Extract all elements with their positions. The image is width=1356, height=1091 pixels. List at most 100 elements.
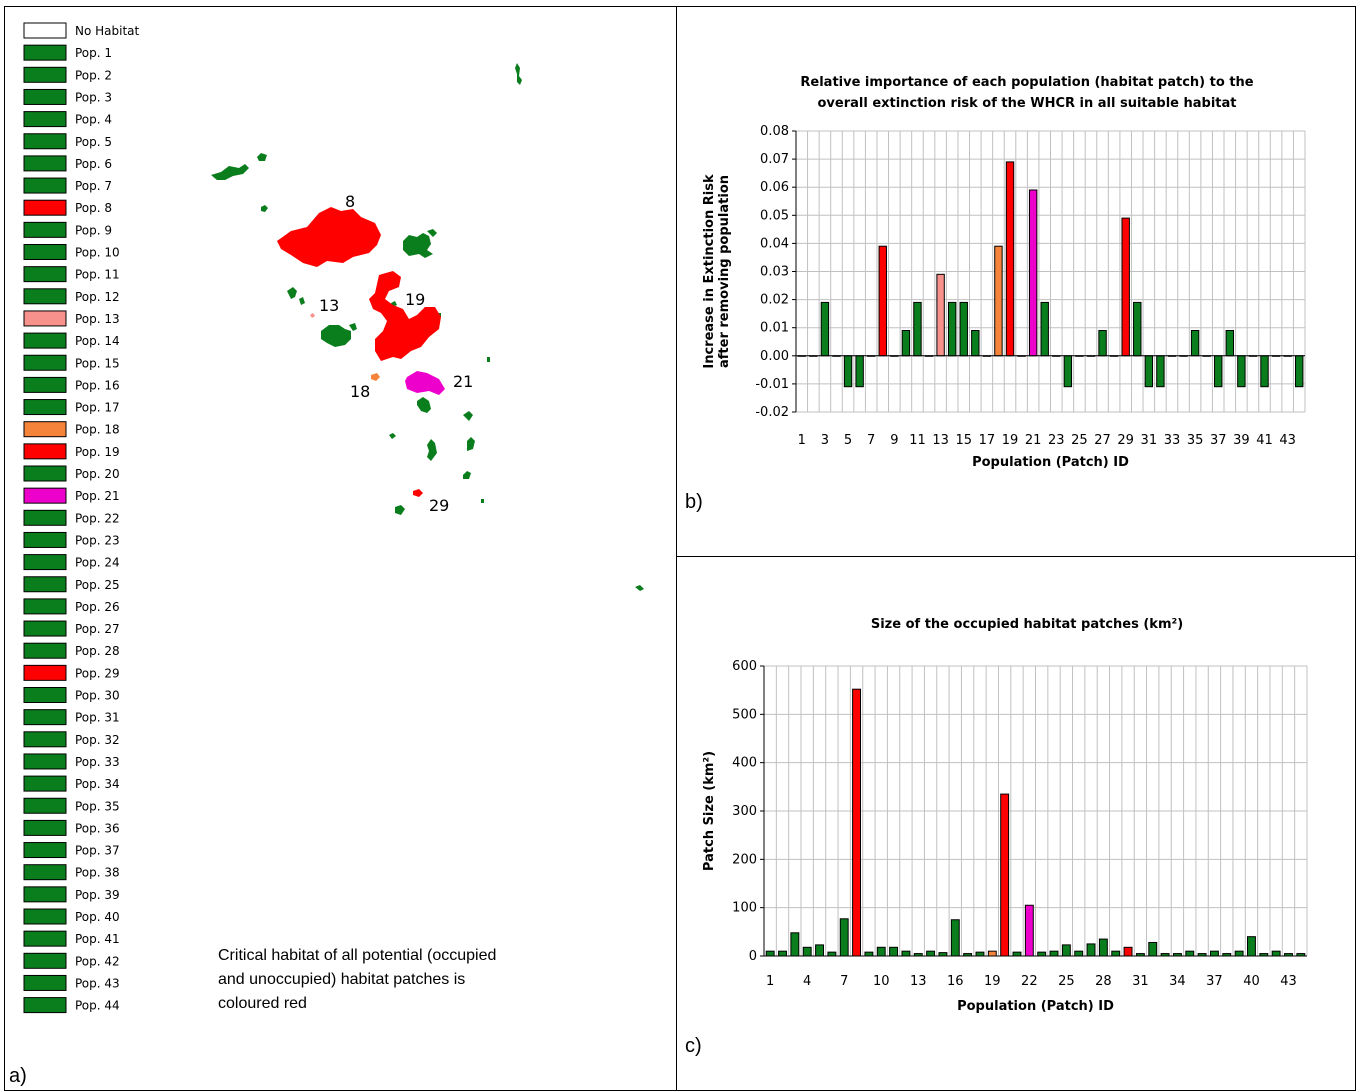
legend-swatch xyxy=(23,155,67,172)
legend-label: Pop. 6 xyxy=(75,157,112,171)
legend-label: No Habitat xyxy=(75,24,140,38)
x-tick-label: 4 xyxy=(803,974,811,989)
legend-swatch xyxy=(23,864,67,881)
legend-swatch xyxy=(23,974,67,991)
bar-27 xyxy=(1086,943,1096,957)
legend-swatch xyxy=(23,44,67,61)
occupied-habitat-patches xyxy=(211,63,644,591)
x-tick-label: 37 xyxy=(1206,974,1223,989)
legend-label: Pop. 27 xyxy=(75,622,120,636)
x-tick-label: 17 xyxy=(979,433,996,448)
legend-item: Pop. 41 xyxy=(23,930,120,947)
bar-39 xyxy=(1237,355,1246,388)
legend-swatch xyxy=(23,731,67,748)
legend-swatch xyxy=(23,199,67,216)
legend-item: Pop. 25 xyxy=(23,576,120,593)
y-tick-label: 0.00 xyxy=(760,349,789,364)
x-tick-label: 7 xyxy=(840,974,848,989)
x-tick-label: 33 xyxy=(1164,433,1181,448)
bar-3 xyxy=(820,301,830,357)
bar-24 xyxy=(1063,355,1073,388)
bar-16 xyxy=(950,919,960,957)
legend-item: Pop. 10 xyxy=(23,244,120,260)
bar-23 xyxy=(1037,951,1047,957)
bar-10 xyxy=(876,946,886,957)
legend-swatch xyxy=(23,88,67,105)
legend-swatch xyxy=(23,332,67,349)
bar-38 xyxy=(1225,330,1235,357)
legend-item: Pop. 14 xyxy=(23,332,120,349)
legend-item: Pop. 18 xyxy=(23,421,120,438)
y-tick-label: 0 xyxy=(749,949,757,964)
legend-label: Pop. 26 xyxy=(75,600,120,614)
x-tick-label: 31 xyxy=(1132,974,1149,989)
bar-26 xyxy=(1074,950,1084,957)
legend-swatch xyxy=(23,531,67,548)
map-label-18: 18 xyxy=(350,382,370,401)
bar-22 xyxy=(1040,301,1049,357)
legend-item: Pop. 27 xyxy=(23,620,120,637)
legend-label: Pop. 10 xyxy=(75,246,120,260)
legend-item: Pop. 23 xyxy=(23,531,120,548)
bar-16 xyxy=(971,330,980,357)
legend-label: Pop. 7 xyxy=(75,179,112,193)
legend-swatch xyxy=(23,709,67,726)
map-label-19: 19 xyxy=(405,290,425,309)
map-label-13: 13 xyxy=(319,296,339,315)
legend-label: Pop. 5 xyxy=(75,135,112,149)
x-tick-label: 25 xyxy=(1071,433,1088,448)
legend-swatch xyxy=(23,66,67,83)
legend-item: Pop. 22 xyxy=(23,509,120,526)
legend-item: Pop. 9 xyxy=(23,221,112,238)
extinction-risk-chart: -0.02 -0.01 0.00 0.01 0.02 0.03 0.04 0.05 0.06 0.… xyxy=(702,75,1306,470)
legend-swatch xyxy=(23,111,67,128)
legend-item: Pop. 26 xyxy=(23,598,120,615)
x-tick-label: 27 xyxy=(1094,433,1111,448)
legend-item: Pop. 39 xyxy=(23,886,120,903)
bar-31 xyxy=(1144,355,1154,388)
legend-item: No Habitat xyxy=(23,22,140,39)
legend-label: Pop. 43 xyxy=(75,976,120,990)
legend-item: Pop. 44 xyxy=(23,997,120,1014)
legend-label: Pop. 18 xyxy=(75,423,120,437)
legend-item: Pop. 12 xyxy=(23,288,120,305)
legend-item: Pop. 20 xyxy=(23,465,120,482)
legend-swatch xyxy=(23,399,67,416)
chart-title: Size of the occupied habitat patches (km… xyxy=(871,617,1183,632)
legend-swatch xyxy=(23,22,67,39)
x-tick-label: 43 xyxy=(1279,433,1296,448)
legend-swatch xyxy=(23,465,67,482)
bar-11 xyxy=(913,301,922,357)
legend-label: Pop. 19 xyxy=(75,445,120,459)
legend-swatch xyxy=(23,952,67,969)
legend-item: Pop. 32 xyxy=(23,731,120,748)
x-tick-label: 10 xyxy=(873,974,890,989)
legend-item: Pop. 13 xyxy=(23,310,120,327)
legend-item: Pop. 8 xyxy=(23,199,112,216)
y-tick-label: 400 xyxy=(732,756,757,771)
legend-label: Pop. 44 xyxy=(75,999,120,1013)
panel-letter-a: a) xyxy=(9,1065,27,1087)
bar-44 xyxy=(1295,355,1304,388)
bar-40 xyxy=(1247,936,1256,957)
legend-item: Pop. 35 xyxy=(23,797,120,814)
x-tick-label: 3 xyxy=(821,433,829,448)
x-tick-label: 35 xyxy=(1187,433,1204,448)
bar-30 xyxy=(1123,946,1133,957)
legend-swatch xyxy=(23,842,67,859)
legend-item: Pop. 3 xyxy=(23,88,112,105)
y-tick-label: 100 xyxy=(732,901,757,916)
legend-swatch xyxy=(23,908,67,925)
legend-swatch xyxy=(23,576,67,593)
legend-label: Pop. 16 xyxy=(75,378,120,392)
legend-swatch xyxy=(23,509,67,526)
bar-29 xyxy=(1121,217,1130,357)
legend-swatch xyxy=(23,177,67,194)
legend-label: Pop. 35 xyxy=(75,799,120,813)
legend-item: Pop. 16 xyxy=(23,376,120,393)
legend-item: Pop. 37 xyxy=(23,842,120,859)
legend-swatch xyxy=(23,221,67,238)
legend-swatch xyxy=(23,354,67,371)
legend-label: Pop. 9 xyxy=(75,223,112,237)
x-tick-label: 15 xyxy=(955,433,972,448)
